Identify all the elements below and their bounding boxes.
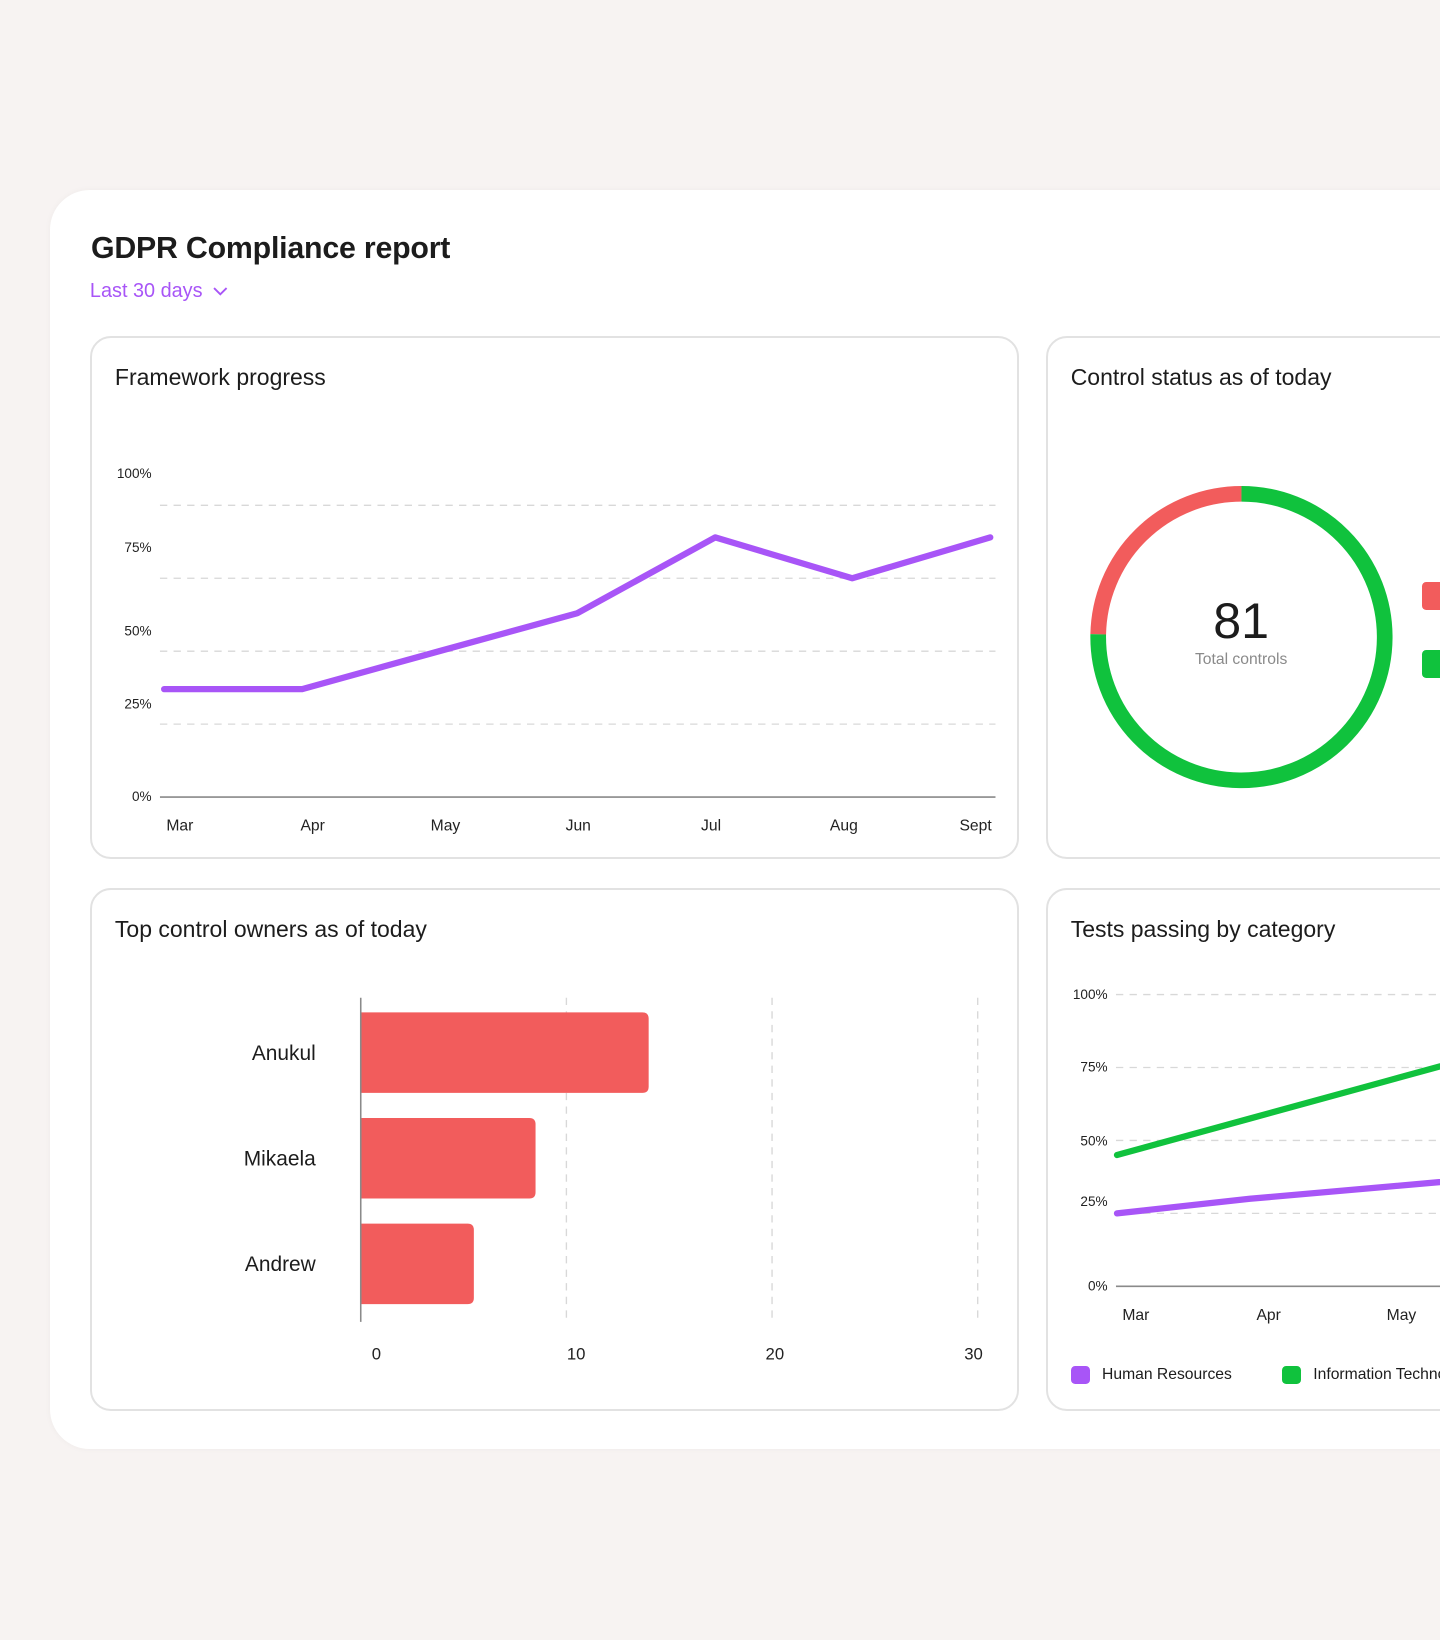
donut-slice [1090,485,1242,635]
total-controls-label: Total controls [1194,651,1288,669]
bar [360,1223,474,1304]
legend-label: Human Resources [1102,1365,1232,1383]
control-owners-card: Top control owners as of today Anukul Mik… [89,887,1019,1411]
y-tick-label: 0% [132,789,152,804]
bar [360,1012,649,1093]
x-tick-label: 0 [372,1344,381,1363]
x-tick-label: Sept [959,817,992,834]
legend-swatch [1281,1365,1301,1385]
x-tick-label: Jun [566,817,591,834]
bar-label: Mikaela [244,1147,316,1170]
tests-passing-card: Tests passing by category 0% 25% 50% 75% 100… [1045,887,1440,1411]
y-tick-label: 0% [1088,1278,1108,1293]
x-tick-label: Apr [300,817,324,834]
date-range-dropdown[interactable]: Last 30 days [90,280,228,303]
bar [360,1117,536,1199]
series-line [1113,1062,1440,1158]
x-tick-label: 20 [765,1344,784,1363]
total-controls-value: 81 [1213,592,1270,649]
x-tick-label: May [431,817,461,834]
legend-swatch-red [1422,582,1440,610]
x-tick-label: Mar [166,817,193,834]
framework-progress-chart: 0% 25% 50% 75% 100% Mar Apr May Jun Jul Aug Sept [117,466,996,834]
legend-swatch-green [1422,650,1440,678]
page-title: GDPR Compliance report [90,232,451,266]
legend-label: Information Technology [1313,1365,1440,1383]
series-line [1113,1178,1440,1217]
card-title: Control status as of today [1070,363,1332,390]
tests-passing-chart: 0% 25% 50% 75% 100% Mar Apr May [1073,987,1440,1324]
y-tick-label: 25% [124,696,151,711]
chevron-down-icon [213,287,228,296]
y-tick-label: 75% [1080,1059,1107,1074]
y-tick-label: 100% [1073,987,1108,1002]
control-status-donut [1090,485,1393,788]
y-tick-label: 25% [1080,1194,1107,1209]
control-status-card: Control status as of today 81 Total cont… [1045,335,1440,859]
card-title: Top control owners as of today [114,915,427,942]
y-tick-label: 50% [124,623,151,638]
legend-information-technology: Information Technology [1281,1365,1440,1385]
control-owners-chart: Anukul Mikaela Andrew 0 10 20 30 [244,997,983,1363]
bar-label: Andrew [245,1253,317,1276]
x-tick-label: May [1386,1307,1416,1324]
card-title: Framework progress [114,363,326,390]
x-tick-label: 10 [567,1344,586,1363]
legend-human-resources: Human Resources [1070,1365,1232,1385]
y-tick-label: 50% [1080,1133,1107,1148]
date-range-label: Last 30 days [89,280,203,303]
x-tick-label: Aug [830,817,858,834]
bar-label: Anukul [252,1042,316,1065]
x-tick-label: Mar [1122,1307,1149,1324]
x-tick-label: Jul [701,817,721,834]
y-tick-label: 100% [117,466,152,481]
y-tick-label: 75% [124,540,151,555]
x-tick-label: 30 [964,1344,983,1363]
donut-slice [1090,485,1393,788]
legend-swatch [1070,1365,1090,1385]
x-tick-label: Apr [1256,1307,1280,1324]
framework-progress-card: Framework progress 0% 25% 50% 75% 100% Mar Apr… [89,335,1019,859]
card-title: Tests passing by category [1070,915,1336,942]
